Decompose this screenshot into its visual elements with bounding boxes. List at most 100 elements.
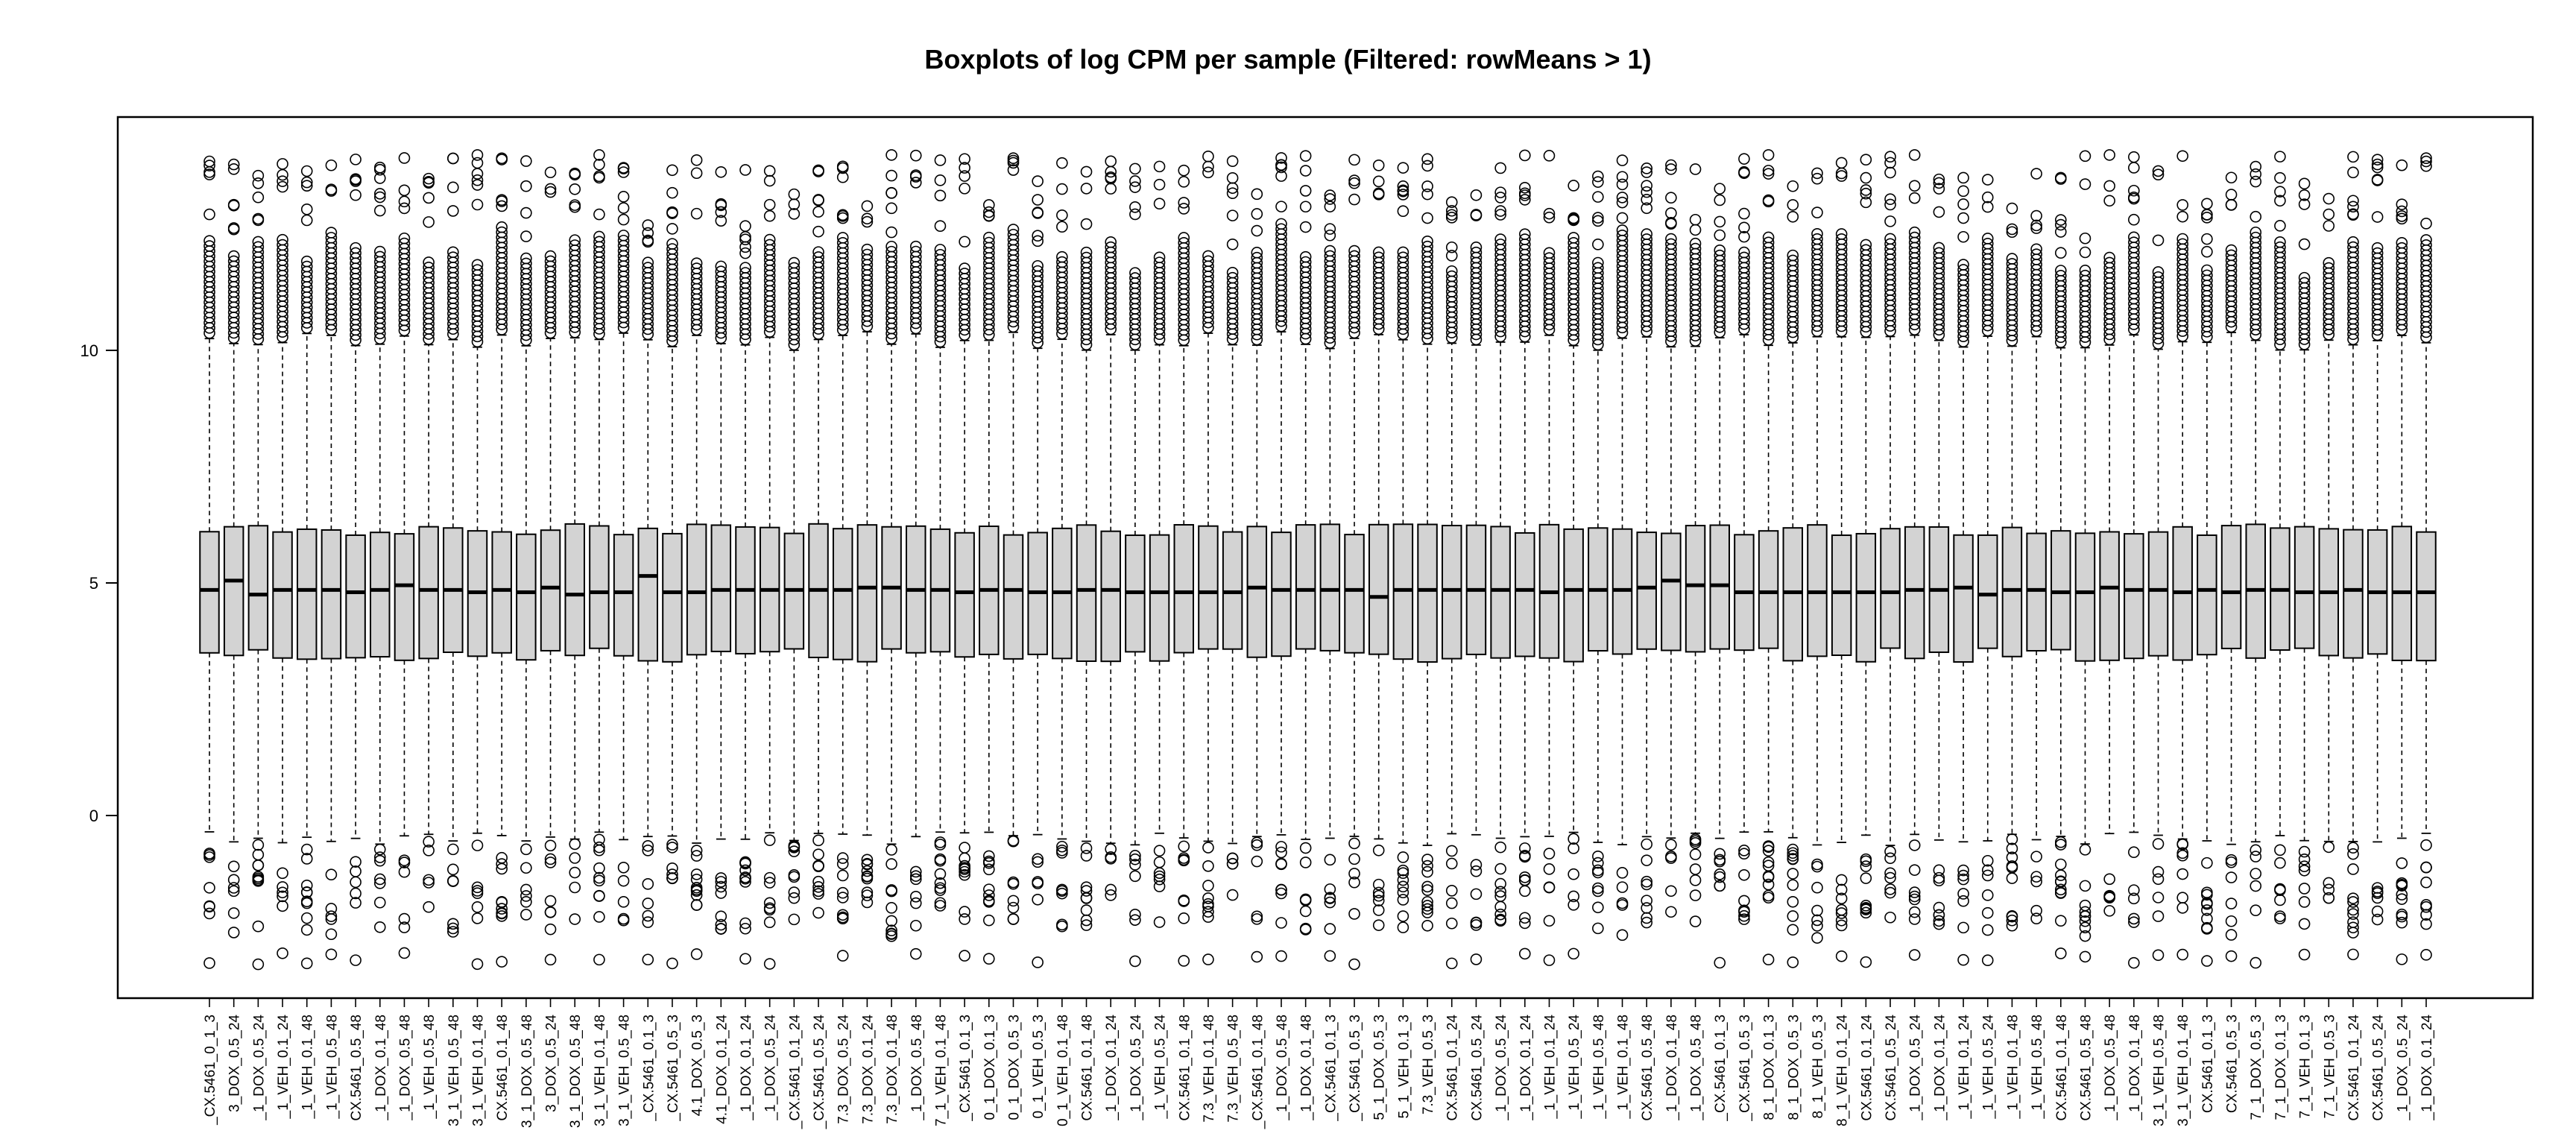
outlier-point	[277, 175, 288, 187]
outlier-point	[1129, 163, 1141, 175]
outlier-point	[642, 219, 654, 231]
x-tick-label: _1_DOX_0.5_24	[1128, 1015, 1144, 1121]
outlier-point	[2079, 880, 2092, 892]
outlier-point	[836, 232, 849, 244]
outlier-point	[544, 895, 557, 907]
outlier-point	[350, 154, 362, 165]
outliers	[1689, 163, 1702, 927]
outlier-point	[300, 853, 313, 865]
outliers	[739, 164, 751, 965]
outlier-point	[1275, 159, 1287, 171]
outliers	[2420, 152, 2432, 961]
outlier-point	[471, 198, 484, 211]
outlier-point	[1665, 159, 1677, 171]
box-iqr	[637, 527, 659, 662]
outlier-point	[666, 238, 678, 250]
outlier-point	[569, 852, 581, 864]
outlier-point	[1226, 209, 1239, 221]
outlier-point	[1568, 947, 1579, 960]
outlier-point	[642, 916, 654, 928]
box-45	[1271, 152, 1292, 962]
outlier-point	[1787, 847, 1799, 859]
box-67	[1807, 167, 1828, 944]
outlier-point	[2420, 876, 2432, 889]
outlier-point	[666, 206, 678, 218]
box-59	[1611, 154, 1633, 941]
outlier-point	[983, 889, 995, 901]
box-80	[2124, 151, 2144, 969]
outlier-point	[1251, 910, 1263, 923]
outliers	[1202, 151, 1214, 965]
outlier-point	[1299, 250, 1312, 263]
outlier-point	[227, 250, 240, 262]
outlier-point	[642, 839, 654, 852]
outlier-point	[739, 917, 751, 930]
outlier-point	[1884, 157, 1896, 169]
outlier-point	[1007, 901, 1020, 914]
outlier-point	[227, 885, 240, 898]
outlier-point	[1470, 865, 1483, 877]
outlier-point	[1372, 251, 1385, 264]
outlier-point	[350, 865, 362, 877]
outlier-point	[1324, 229, 1336, 242]
outlier-point	[763, 897, 776, 909]
outlier-point	[1421, 919, 1433, 932]
outlier-point	[2201, 233, 2213, 245]
outlier-point	[2420, 899, 2432, 911]
outliers	[1787, 180, 1799, 968]
outlier-point	[666, 164, 678, 177]
outlier-point	[1032, 893, 1044, 906]
outlier-point	[1860, 196, 1872, 209]
x-tick-label: 3_1_VEH_0.5_48	[617, 1015, 633, 1126]
outliers	[2201, 198, 2213, 967]
x-tick-label: CX.5461_0.1_48	[2054, 1015, 2070, 1121]
outlier-point	[886, 885, 897, 898]
outlier-point	[2006, 909, 2018, 922]
x-tick-label: _CX.5461_0.5_3	[1737, 1015, 1753, 1122]
outlier-point	[2347, 208, 2359, 220]
box-26	[808, 164, 829, 919]
outlier-point	[2420, 234, 2432, 246]
outlier-point	[2250, 880, 2262, 892]
outlier-point	[2323, 192, 2335, 205]
outlier-point	[1714, 249, 1726, 262]
outlier-point	[812, 888, 824, 900]
outliers	[763, 165, 776, 970]
outlier-point	[1592, 170, 1604, 183]
outlier-point	[1129, 859, 1141, 871]
outliers	[471, 149, 484, 971]
outlier-point	[715, 260, 727, 273]
x-tick-label: 3_1_VEH_0.1_48	[593, 1015, 608, 1126]
outlier-point	[1080, 919, 1093, 931]
outlier-point	[1397, 867, 1409, 879]
outlier-point	[1397, 864, 1409, 877]
outliers	[373, 161, 386, 933]
outlier-point	[1324, 950, 1336, 962]
outlier-point	[471, 881, 484, 894]
outlier-point	[2079, 844, 2092, 856]
outlier-point	[2176, 868, 2188, 880]
outlier-point	[1568, 212, 1579, 224]
outlier-point	[1348, 908, 1360, 920]
outlier-point	[2030, 168, 2042, 180]
outlier-point	[2250, 231, 2262, 244]
x-tick-label: CX.5461_0.5_48	[1640, 1015, 1655, 1121]
box-23	[735, 164, 756, 965]
outlier-point	[2371, 161, 2384, 174]
outlier-point	[666, 223, 678, 235]
outlier-point	[1372, 189, 1385, 201]
outlier-point	[739, 267, 751, 279]
x-tick-label: 0_1_VEH_0.1_48	[1055, 1015, 1071, 1126]
outlier-point	[398, 152, 411, 164]
outlier-point	[1860, 244, 1872, 256]
outlier-point	[398, 237, 411, 250]
outlier-point	[2054, 265, 2067, 277]
box-iqr	[540, 529, 561, 652]
x-tick-label: 3_1_DOX_0.5_48	[520, 1015, 535, 1128]
outliers	[617, 162, 630, 927]
outliers	[1933, 173, 1945, 930]
outlier-point	[447, 843, 459, 856]
box-iqr	[2026, 532, 2047, 652]
outlier-point	[1835, 228, 1848, 240]
outlier-point	[1372, 175, 1385, 188]
